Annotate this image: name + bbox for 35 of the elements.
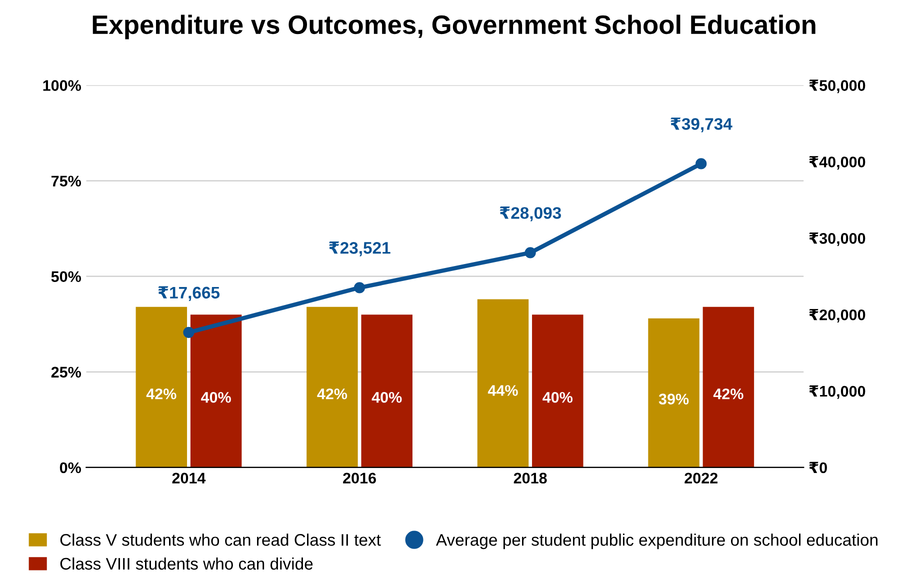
data-label: 40% xyxy=(201,392,231,403)
legend-label: Average per student public expenditure on school education xyxy=(436,534,878,550)
y2-tick-label: ₹50,000 xyxy=(809,80,866,94)
x-tick-label: 2018 xyxy=(514,472,547,484)
y2-tick-label: ₹0 xyxy=(809,462,827,474)
data-label: ₹23,521 xyxy=(329,242,390,256)
data-label: 42% xyxy=(713,388,744,400)
y-tick-label: 50% xyxy=(51,271,81,282)
y-tick-label: 0% xyxy=(60,462,81,474)
data-label: 42% xyxy=(146,388,176,400)
y2-tick-label: ₹20,000 xyxy=(809,308,866,322)
legend-label: Class VIII students who can divide xyxy=(60,557,313,570)
point xyxy=(354,282,366,294)
point xyxy=(696,158,707,170)
data-label: 40% xyxy=(542,392,573,403)
chart-title: Expenditure vs Outcomes, Government School Education xyxy=(92,14,816,40)
legend-label: Class V students who can read Class II text xyxy=(60,534,381,546)
point xyxy=(524,247,536,258)
data-label: 40% xyxy=(372,392,402,403)
y-tick-label: 25% xyxy=(51,366,81,378)
data-label: 39% xyxy=(658,394,689,405)
y-tick-label: 75% xyxy=(51,176,81,186)
data-label: ₹17,665 xyxy=(158,286,220,301)
y2-tick-label: ₹40,000 xyxy=(809,156,866,170)
y-tick-label: 100% xyxy=(43,80,81,91)
x-tick-label: 2014 xyxy=(172,472,206,484)
point xyxy=(183,326,194,338)
data-label: ₹39,734 xyxy=(670,118,732,132)
data-label: ₹28,093 xyxy=(500,206,561,222)
y2-tick-label: ₹30,000 xyxy=(809,232,866,246)
data-label: 42% xyxy=(317,388,348,400)
x-tick-label: 2016 xyxy=(343,472,376,484)
x-tick-label: 2022 xyxy=(684,472,718,484)
y2-tick-label: ₹10,000 xyxy=(809,385,866,399)
data-label: 44% xyxy=(488,385,518,396)
